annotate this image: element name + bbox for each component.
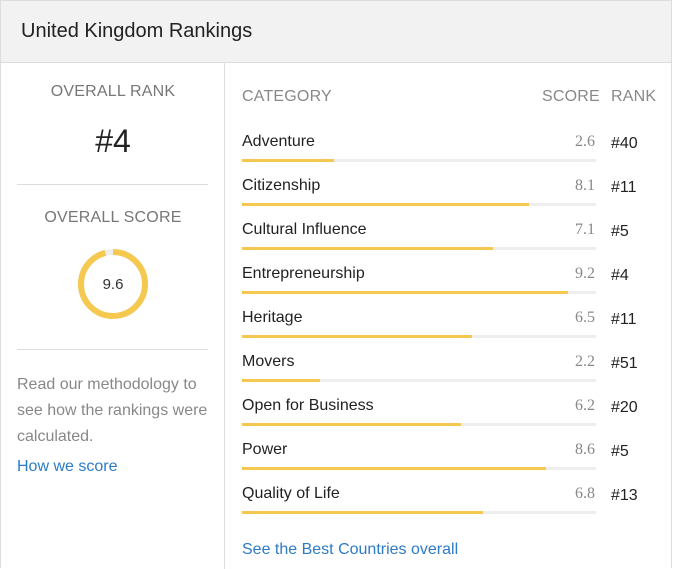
category-name: Movers [242, 353, 295, 370]
score-bar-fill [242, 335, 472, 338]
score-bar-track [242, 203, 596, 206]
category-score: 8.1 [575, 177, 595, 194]
category-name: Adventure [242, 133, 315, 150]
divider [17, 349, 208, 350]
how-we-score-link[interactable]: How we score [17, 458, 118, 475]
score-bar-track [242, 291, 596, 294]
category-rank: #13 [611, 487, 638, 504]
category-row: Quality of Life 6.8 #13 [225, 477, 673, 521]
score-ring-graphic [78, 249, 148, 319]
category-row: Adventure 2.6 #40 [225, 125, 673, 169]
category-rank: #5 [611, 223, 629, 240]
score-ring: 9.6 [77, 248, 149, 320]
score-bar-fill [242, 511, 483, 514]
category-score: 8.6 [575, 441, 595, 458]
category-rank: #4 [611, 267, 629, 284]
category-name: Open for Business [242, 397, 374, 414]
score-bar-fill [242, 247, 493, 250]
category-row: Entrepreneurship 9.2 #4 [225, 257, 673, 301]
category-row: Cultural Influence 7.1 #5 [225, 213, 673, 257]
category-row: Citizenship 8.1 #11 [225, 169, 673, 213]
score-bar-track [242, 467, 596, 470]
score-bar-fill [242, 467, 546, 470]
category-score: 6.8 [575, 485, 595, 502]
best-countries-link[interactable]: See the Best Countries overall [242, 541, 459, 558]
column-header-score: SCORE [542, 88, 600, 105]
divider [17, 184, 208, 185]
overall-score-label: OVERALL SCORE [44, 209, 182, 226]
card-body: OVERALL RANK #4 OVERALL SCORE 9.6 Read o… [1, 63, 673, 569]
score-bar-fill [242, 203, 529, 206]
category-table: CATEGORY SCORE RANK Adventure 2.6 #40 Citiz… [225, 63, 673, 569]
category-rank: #20 [611, 399, 638, 416]
category-score: 2.6 [575, 133, 595, 150]
overall-rank-label: OVERALL RANK [50, 83, 176, 100]
category-row: Open for Business 6.2 #20 [225, 389, 673, 433]
category-name: Quality of Life [242, 485, 340, 502]
category-rank: #40 [611, 135, 638, 152]
score-bar-track [242, 159, 596, 162]
category-rank: #11 [611, 179, 637, 196]
category-score: 6.5 [575, 309, 595, 326]
overall-panel: OVERALL RANK #4 OVERALL SCORE 9.6 Read o… [1, 63, 225, 569]
score-bar-track [242, 379, 596, 382]
category-score: 2.2 [575, 353, 595, 370]
score-bar-fill [242, 291, 568, 294]
category-row: Movers 2.2 #51 [225, 345, 673, 389]
overall-rank-value: #4 [95, 123, 131, 159]
category-row: Power 8.6 #5 [225, 433, 673, 477]
category-name: Power [242, 441, 288, 458]
category-name: Entrepreneurship [242, 265, 365, 282]
category-score: 6.2 [575, 397, 595, 414]
category-rank: #11 [611, 311, 637, 328]
score-bar-track [242, 247, 596, 250]
methodology-text: Read our methodology to see how the rank… [17, 376, 208, 445]
score-bar-fill [242, 159, 334, 162]
score-bar-track [242, 511, 596, 514]
category-row: Heritage 6.5 #11 [225, 301, 673, 345]
card-header: United Kingdom Rankings [1, 1, 671, 63]
score-bar-fill [242, 379, 320, 382]
category-score: 7.1 [575, 221, 595, 238]
column-header-rank: RANK [611, 88, 657, 105]
score-ring-arc [78, 249, 148, 319]
category-name: Citizenship [242, 177, 321, 194]
category-score: 9.2 [575, 265, 595, 282]
category-rank: #5 [611, 443, 629, 460]
category-name: Cultural Influence [242, 221, 367, 238]
overall-score-value: 9.6 [102, 275, 124, 293]
category-name: Heritage [242, 309, 303, 326]
score-bar-track [242, 423, 596, 426]
card-title: United Kingdom Rankings [21, 20, 253, 42]
category-rank: #51 [611, 355, 638, 372]
score-bar-track [242, 335, 596, 338]
column-header-category: CATEGORY [242, 88, 332, 105]
score-bar-fill [242, 423, 461, 426]
